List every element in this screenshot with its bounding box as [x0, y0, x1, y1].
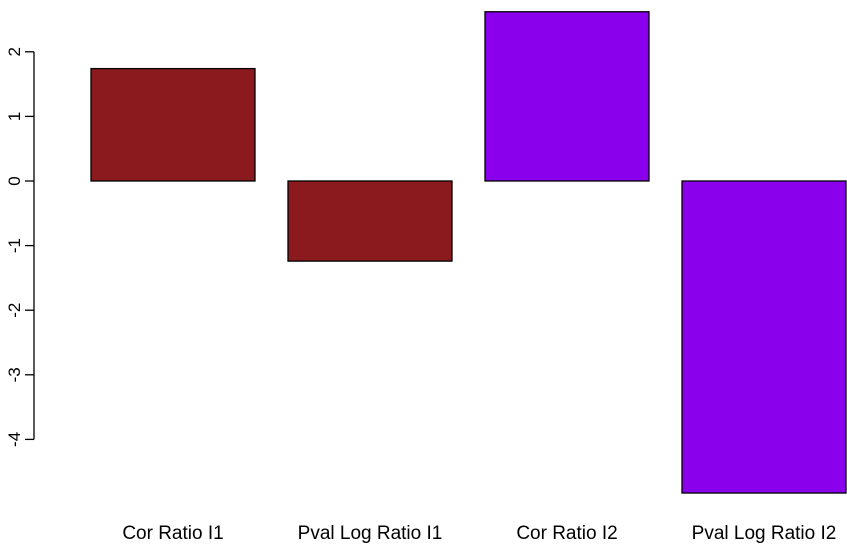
y-tick-label: -3 [5, 367, 24, 382]
y-axis: 2 1 0 -1 -2 -3 -4 [5, 47, 35, 447]
y-tick-label: -1 [5, 238, 24, 253]
y-tick-label: -2 [5, 303, 24, 318]
bar [681, 180, 847, 494]
y-tick-label: 1 [5, 112, 24, 121]
x-tick-label: Cor Ratio I2 [516, 523, 617, 544]
y-tick-label: 0 [5, 176, 24, 185]
bars [90, 11, 847, 494]
x-axis-labels: Cor Ratio I1 Pval Log Ratio I1 Cor Ratio I… [122, 523, 836, 544]
x-tick-label: Cor Ratio I1 [122, 523, 223, 544]
bar [287, 180, 453, 262]
y-tick-label: 2 [5, 47, 24, 56]
bar [90, 67, 256, 182]
y-tick-label: -4 [5, 432, 24, 447]
x-tick-label: Pval Log Ratio I1 [298, 523, 443, 544]
bar [484, 11, 650, 182]
x-tick-label: Pval Log Ratio I2 [692, 523, 837, 544]
